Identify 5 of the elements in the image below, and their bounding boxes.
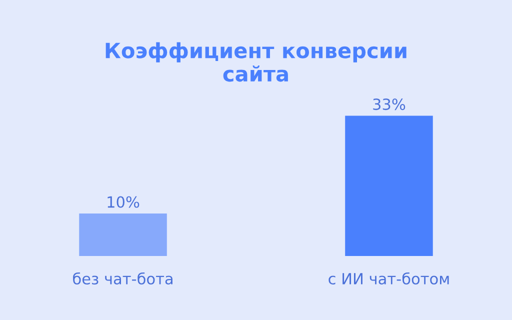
x-tick-label: без чат-бота <box>73 272 172 284</box>
chart-title: Коэффициент конверсии сайта <box>106 42 406 82</box>
data-label: 33% <box>373 98 406 110</box>
data-label: 10% <box>108 196 140 208</box>
x-tick-label: с ИИ чат-ботом <box>328 272 449 284</box>
